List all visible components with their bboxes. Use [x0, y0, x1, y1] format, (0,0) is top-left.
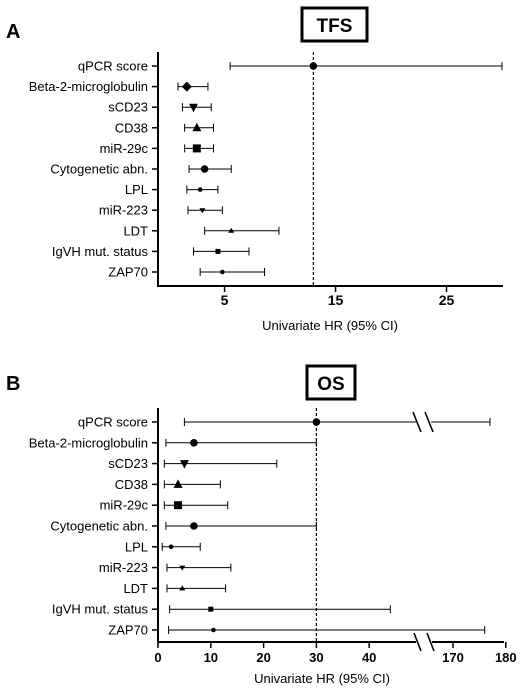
panel-a-row-label: LDT — [123, 223, 148, 238]
panel-a-row-label: IgVH mut. status — [52, 244, 149, 259]
panel-b-x-tick-label: 170 — [442, 650, 464, 665]
panel-a-hr-marker — [197, 187, 203, 192]
panel-a-row-label: ZAP70 — [108, 265, 148, 280]
panel-b-hr-marker — [312, 418, 321, 426]
panel-a-hr-marker — [215, 248, 221, 254]
panel-a-title: TFS — [317, 16, 353, 37]
panel-b-title: OS — [317, 374, 344, 395]
panel-b-hr-marker — [190, 522, 198, 530]
panel-b-hr-marker — [190, 439, 198, 447]
panel-a-row-label: CD38 — [115, 120, 148, 135]
panel-b-row-label: miR-223 — [99, 560, 148, 575]
panel-b-row-label: ZAP70 — [108, 623, 148, 638]
panel-b-row-label: Cytogenetic abn. — [50, 519, 148, 534]
panel-b-row-label: miR-29c — [100, 498, 149, 513]
panel-b: B OS Univariate HR (95% CI) 0 10 20 30 40 170… — [6, 364, 517, 686]
panel-a-hr-marker — [181, 81, 192, 92]
panel-a-hr-marker — [199, 208, 206, 214]
panel-b-hr-marker — [179, 565, 186, 571]
panel-b-row-label: IgVH mut. status — [52, 602, 149, 617]
panel-b-x-axis-title: Univariate HR (95% CI) — [254, 671, 390, 686]
panel-b-x-tick-label: 40 — [362, 650, 376, 665]
panel-a-hr-marker — [309, 62, 318, 70]
panel-b-x-tick-label: 180 — [495, 650, 517, 665]
panel-b-x-tick-label: 0 — [154, 650, 161, 665]
panel-b-marks: 0 10 20 30 40 170 180 qPCR score Beta-2-microglo… — [29, 408, 517, 665]
panel-a-row-label: miR-29c — [100, 141, 149, 156]
panel-b-x-tick-label: 10 — [204, 650, 218, 665]
panel-a-title-box — [300, 6, 369, 43]
panel-a-x-tick-label: 25 — [439, 292, 455, 308]
panel-b-row-label: LPL — [125, 539, 148, 554]
panel-a-hr-marker — [228, 227, 235, 233]
panel-a-row-label: Beta-2-microglobulin — [29, 79, 148, 94]
panel-b-hr-marker — [208, 606, 214, 612]
panel-b-row-label: CD38 — [115, 477, 148, 492]
panel-b-row-label: qPCR score — [78, 415, 148, 430]
panel-b-hr-marker — [168, 544, 174, 550]
panel-b-x-tick-label: 30 — [309, 650, 323, 665]
panel-a-hr-marker — [189, 103, 199, 113]
panel-a-letter: A — [6, 21, 20, 43]
panel-b-x-tick-label: 20 — [256, 650, 270, 665]
panel-b-title-box — [305, 364, 357, 401]
panel-a-x-axis-title: Univariate HR (95% CI) — [262, 318, 398, 333]
panel-b-hr-marker — [179, 585, 186, 591]
panel-a-row-label: miR-223 — [99, 203, 148, 218]
panel-a-marks: 5 15 25 qPCR score Beta-2-microglobulin sCD23… — [29, 52, 503, 308]
panel-b-hr-marker — [173, 479, 183, 488]
panel-a-hr-marker — [192, 122, 202, 132]
panel-a-x-tick-label: 15 — [328, 292, 344, 308]
panel-b-hr-marker — [179, 460, 189, 469]
panel-b-row-label: sCD23 — [108, 456, 148, 471]
panel-a-hr-marker — [220, 269, 225, 275]
panel-a-row-label: qPCR score — [78, 59, 148, 74]
panel-a: A TFS Univariate HR (95% CI) 5 15 25 qPCR s… — [6, 6, 503, 333]
panel-b-axis-break-mark — [413, 632, 435, 652]
panel-a-row-label: sCD23 — [108, 100, 148, 115]
panel-a-row-label: LPL — [125, 182, 148, 197]
panel-a-row-label: Cytogenetic abn. — [50, 162, 148, 177]
panel-b-hr-marker — [211, 627, 216, 633]
panel-b-hr-marker — [174, 501, 183, 510]
panel-b-letter: B — [6, 373, 20, 395]
panel-a-hr-marker — [192, 144, 201, 153]
panel-a-x-tick-label: 5 — [221, 292, 229, 308]
panel-a-hr-marker — [200, 165, 209, 173]
panel-b-row-label: Beta-2-microglobulin — [29, 435, 148, 450]
panel-b-row-label: LDT — [123, 581, 148, 596]
